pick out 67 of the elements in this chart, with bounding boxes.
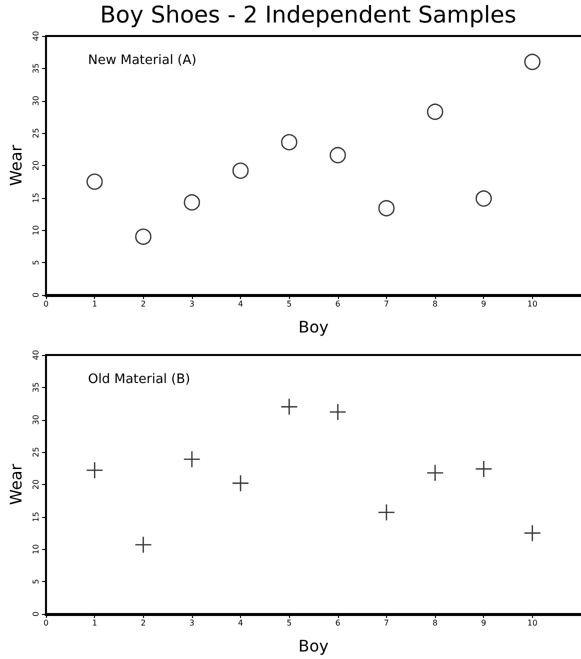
y-tick-label: 15 bbox=[32, 192, 40, 203]
x-tick-label: 10 bbox=[527, 618, 538, 628]
y-tick-label: 40 bbox=[32, 30, 40, 42]
point bbox=[426, 464, 444, 482]
y-tick-label: 20 bbox=[32, 479, 40, 490]
x-tick-label: 7 bbox=[384, 618, 389, 628]
x-tick-label: 5 bbox=[286, 300, 292, 308]
x-tick-label: 0 bbox=[43, 300, 49, 308]
point bbox=[281, 134, 298, 150]
x-tick-label: 6 bbox=[335, 618, 340, 628]
y-tick-label: 10 bbox=[32, 225, 40, 236]
x-tick-label: 0 bbox=[43, 618, 49, 628]
x-tick-label: 8 bbox=[432, 618, 438, 628]
y-tick-label: 5 bbox=[32, 579, 40, 584]
point bbox=[476, 190, 492, 207]
point bbox=[134, 536, 152, 554]
x-tick-label: 6 bbox=[335, 300, 340, 308]
point bbox=[378, 504, 396, 521]
x-axis-title: Boy bbox=[298, 636, 329, 656]
point bbox=[329, 403, 346, 421]
x-tick-label: 4 bbox=[238, 618, 244, 628]
point bbox=[475, 460, 492, 478]
x-tick-label: 5 bbox=[286, 618, 292, 628]
y-tick-label: 40 bbox=[32, 350, 40, 360]
y-tick-label: 5 bbox=[32, 260, 40, 266]
point bbox=[184, 194, 200, 211]
point bbox=[135, 228, 152, 245]
y-tick-label: 0 bbox=[32, 292, 40, 298]
y-tick-label: 30 bbox=[32, 96, 40, 106]
annotation: New Material (A) bbox=[88, 53, 196, 68]
point bbox=[280, 398, 298, 416]
x-tick-label: 7 bbox=[384, 300, 389, 308]
y-tick-label: 0 bbox=[32, 611, 40, 617]
y-tick-label: 10 bbox=[32, 544, 40, 554]
x-tick-label: 1 bbox=[92, 300, 98, 308]
y-axis-title: Wear bbox=[6, 144, 26, 186]
x-tick-label: 9 bbox=[481, 618, 486, 628]
point bbox=[330, 146, 346, 164]
x-tick-label: 2 bbox=[140, 618, 146, 628]
y-tick-label: 25 bbox=[32, 128, 40, 138]
x-tick-label: 3 bbox=[189, 300, 194, 308]
point bbox=[232, 162, 249, 179]
point bbox=[378, 200, 395, 216]
y-axis-title: Wear bbox=[6, 464, 26, 506]
y-tick-label: 35 bbox=[32, 382, 40, 392]
x-tick-label: 2 bbox=[140, 300, 146, 308]
chart-title: Boy Shoes - 2 Independent Samples bbox=[100, 2, 516, 28]
x-tick-label: 9 bbox=[481, 300, 486, 308]
x-tick-label: 1 bbox=[92, 618, 98, 628]
point bbox=[524, 524, 542, 542]
point bbox=[183, 450, 201, 468]
y-tick-label: 30 bbox=[32, 414, 40, 425]
point bbox=[86, 174, 103, 190]
point bbox=[86, 462, 104, 479]
x-tick-label: 8 bbox=[432, 300, 438, 308]
y-tick-label: 25 bbox=[32, 447, 40, 458]
point bbox=[426, 104, 444, 120]
y-tick-label: 35 bbox=[32, 63, 40, 74]
x-tick-label: 4 bbox=[238, 300, 244, 308]
x-axis-title: Boy bbox=[298, 318, 329, 336]
x-tick-label: 10 bbox=[527, 300, 538, 308]
x-tick-label: 3 bbox=[189, 618, 194, 628]
point bbox=[232, 474, 250, 492]
annotation: Old Material (B) bbox=[88, 372, 190, 387]
y-tick-label: 20 bbox=[32, 160, 40, 171]
point bbox=[524, 54, 541, 70]
y-tick-label: 15 bbox=[32, 512, 40, 522]
